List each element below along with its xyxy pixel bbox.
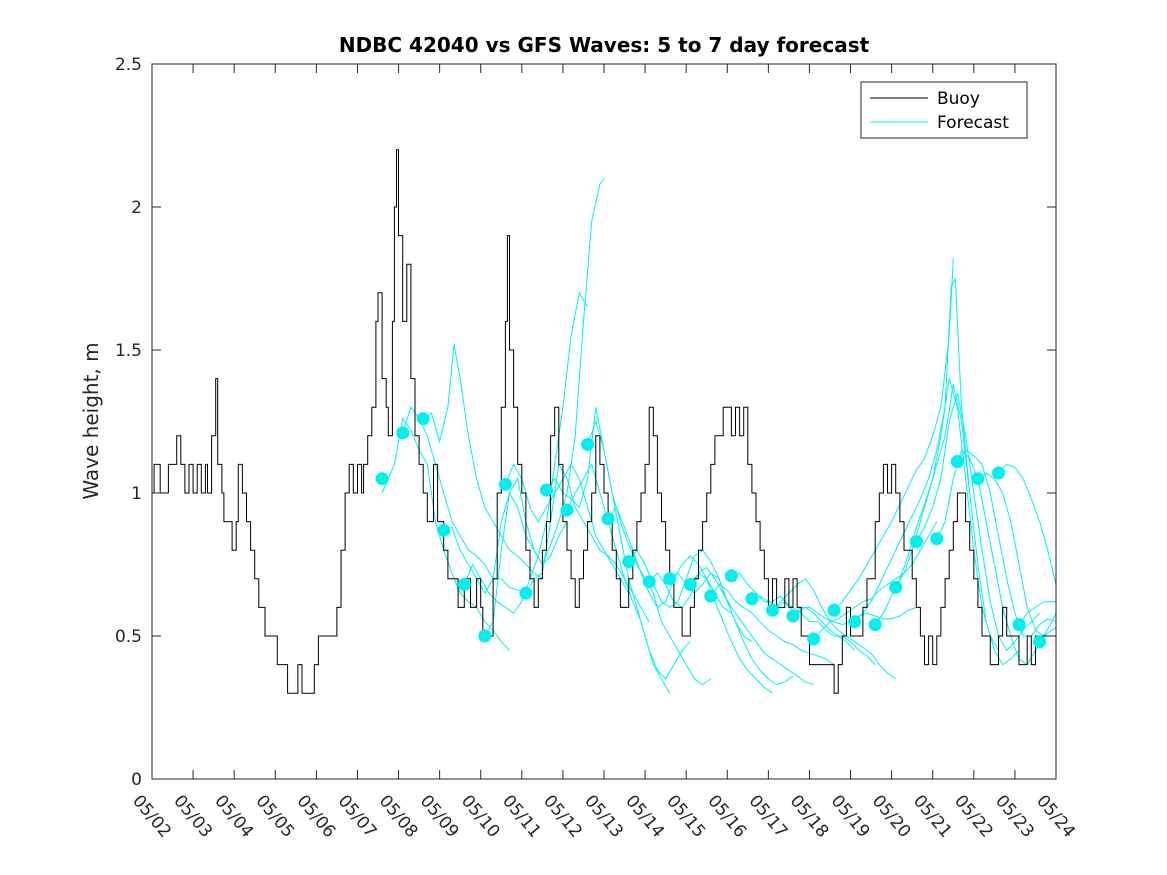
y-tick-label-0: 0 bbox=[131, 770, 142, 790]
forecast-marker-12 bbox=[601, 512, 615, 526]
forecast-line-31 bbox=[998, 463, 1057, 585]
forecast-marker-6 bbox=[478, 629, 492, 643]
forecast-line-16 bbox=[689, 566, 814, 686]
forecast-marker-31 bbox=[992, 466, 1005, 480]
forecast-marker-20 bbox=[766, 603, 779, 617]
forecast-marker-32 bbox=[1012, 618, 1026, 632]
forecast-marker-22 bbox=[807, 632, 821, 646]
y-tick-label-2: 1 bbox=[131, 484, 142, 504]
y-tick-label-4: 2 bbox=[131, 198, 142, 218]
forecast-line-4 bbox=[443, 491, 568, 595]
forecast-marker-29 bbox=[950, 455, 964, 468]
chart-title: NDBC 42040 vs GFS Waves: 5 to 7 day fore… bbox=[339, 33, 870, 57]
y-tick-label-1: 0.5 bbox=[115, 627, 142, 647]
forecast-marker-15 bbox=[663, 572, 677, 586]
forecast-line-29 bbox=[956, 449, 1057, 637]
forecast-marker-2 bbox=[396, 426, 410, 440]
forecast-marker-8 bbox=[519, 586, 533, 600]
buoy-line bbox=[152, 149, 1056, 694]
forecast-marker-33 bbox=[1033, 635, 1047, 649]
forecast-line-17 bbox=[710, 583, 835, 666]
legend-box bbox=[860, 81, 1028, 139]
legend-label-forecast: Forecast bbox=[937, 113, 1009, 133]
forecast-marker-21 bbox=[786, 609, 800, 623]
forecast-line-23 bbox=[833, 258, 954, 611]
forecast-marker-18 bbox=[724, 569, 738, 583]
forecast-line-6 bbox=[484, 178, 605, 637]
forecast-marker-9 bbox=[540, 483, 553, 497]
forecast-marker-13 bbox=[622, 555, 636, 569]
forecast-marker-14 bbox=[642, 575, 656, 589]
forecast-marker-19 bbox=[745, 592, 759, 606]
legend: Buoy Forecast bbox=[860, 81, 1028, 139]
forecast-marker-26 bbox=[889, 580, 903, 594]
y-axis-label: Wave height, m bbox=[79, 342, 103, 499]
forecast-line-12 bbox=[607, 506, 732, 614]
forecast-line-32 bbox=[1018, 601, 1056, 625]
y-tick-label-5: 2.5 bbox=[115, 55, 142, 75]
forecast-line-2 bbox=[402, 406, 527, 594]
forecast-marker-3 bbox=[416, 412, 430, 426]
legend-label-buoy: Buoy bbox=[937, 89, 980, 109]
forecast-marker-4 bbox=[437, 523, 451, 537]
forecast-marker-25 bbox=[868, 618, 882, 632]
forecast-marker-30 bbox=[971, 472, 985, 486]
forecast-marker-16 bbox=[683, 578, 697, 591]
forecast-marker-7 bbox=[498, 477, 512, 491]
forecast-marker-28 bbox=[930, 532, 944, 546]
forecast-marker-24 bbox=[848, 615, 862, 629]
forecast-line-30 bbox=[977, 472, 1057, 637]
forecast-marker-27 bbox=[909, 535, 923, 549]
forecast-marker-10 bbox=[560, 503, 574, 517]
forecast-line-22 bbox=[813, 521, 938, 640]
forecast-marker-23 bbox=[827, 603, 841, 617]
forecast-line-24 bbox=[854, 278, 971, 623]
forecast-marker-1 bbox=[375, 472, 389, 486]
series-layer bbox=[152, 149, 1057, 694]
forecast-line-3 bbox=[422, 344, 543, 580]
forecast-marker-5 bbox=[457, 578, 471, 591]
forecast-marker-11 bbox=[581, 437, 595, 451]
y-tick-label-3: 1.5 bbox=[115, 341, 142, 361]
forecast-marker-17 bbox=[704, 589, 718, 603]
